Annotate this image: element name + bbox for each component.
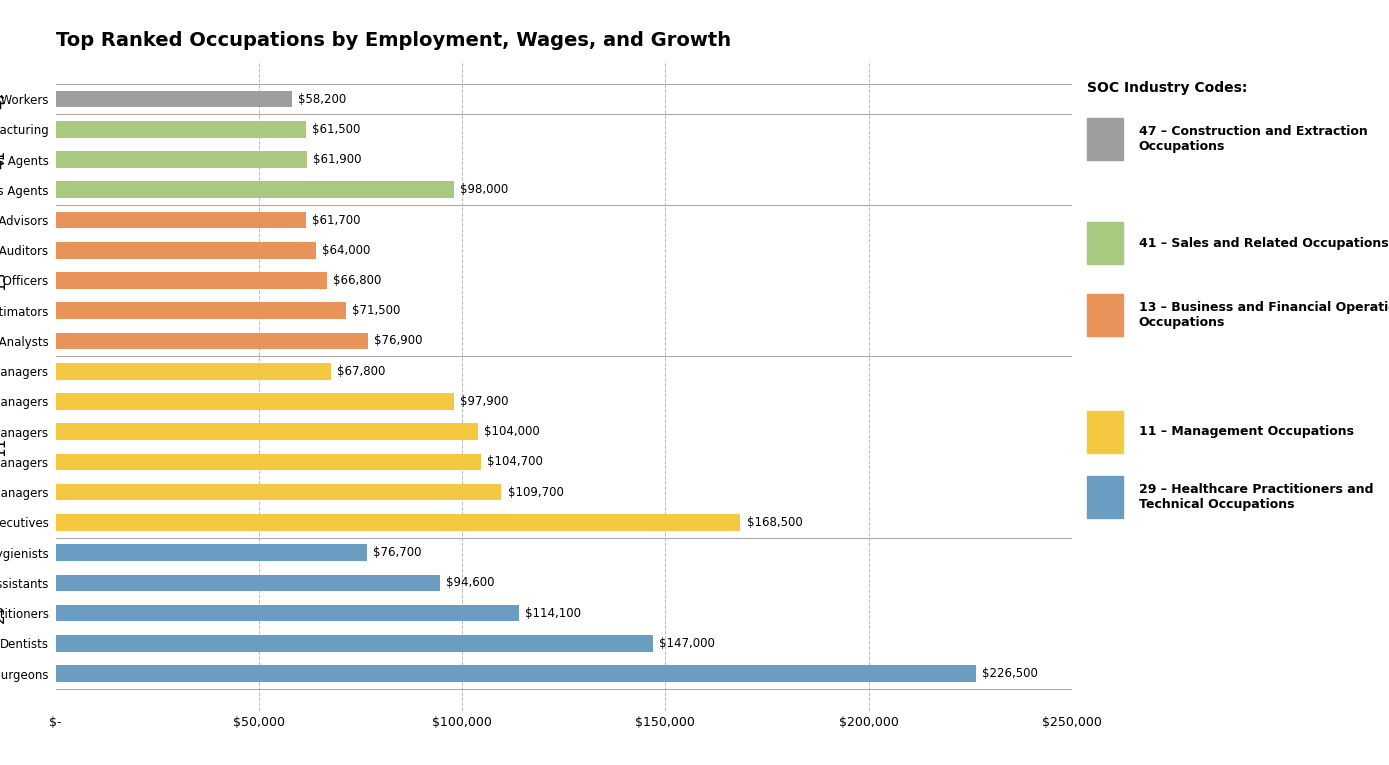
Text: 47 – Construction and Extraction
Occupations: 47 – Construction and Extraction Occupat… [1139,125,1367,153]
Bar [56,514,740,531]
Text: $61,500: $61,500 [311,123,360,136]
Text: $67,800: $67,800 [338,365,386,378]
FancyBboxPatch shape [1088,294,1124,336]
Bar [56,363,331,379]
Bar [56,454,481,470]
Text: Top Ranked Occupations by Employment, Wages, and Growth: Top Ranked Occupations by Employment, Wa… [56,31,731,50]
Bar [56,151,307,168]
Bar [56,605,519,621]
Text: $98,000: $98,000 [460,184,508,197]
Bar [56,423,478,440]
FancyBboxPatch shape [1088,118,1124,161]
Text: $94,600: $94,600 [446,576,494,589]
Text: 47: 47 [0,90,7,109]
Bar [56,242,315,259]
Bar [56,302,346,319]
Text: $61,700: $61,700 [313,213,361,226]
Text: $147,000: $147,000 [660,636,715,649]
Text: 13 – Business and Financial Operations
Occupations: 13 – Business and Financial Operations O… [1139,301,1389,329]
Text: $104,700: $104,700 [488,455,543,468]
Text: $61,900: $61,900 [314,153,361,166]
Text: 29 – Healthcare Practitioners and
Technical Occupations: 29 – Healthcare Practitioners and Techni… [1139,483,1372,511]
Text: $97,900: $97,900 [460,395,508,408]
Bar [56,635,653,652]
Text: $76,900: $76,900 [374,334,422,347]
Text: $66,800: $66,800 [333,274,382,287]
Text: 13: 13 [0,271,7,290]
Text: $226,500: $226,500 [982,667,1038,680]
Bar [56,212,307,228]
Text: 11: 11 [0,437,7,457]
Text: $71,500: $71,500 [353,304,400,317]
FancyBboxPatch shape [1088,222,1124,265]
FancyBboxPatch shape [1088,411,1124,453]
Bar [56,272,326,289]
Text: $114,100: $114,100 [525,607,582,620]
Bar [56,181,454,198]
Text: 41: 41 [0,150,7,169]
Bar [56,545,367,561]
FancyBboxPatch shape [1088,476,1124,518]
Text: $109,700: $109,700 [507,486,564,499]
Bar [56,121,306,138]
Bar [56,483,501,500]
Text: 11 – Management Occupations: 11 – Management Occupations [1139,425,1353,438]
Text: 41 – Sales and Related Occupations: 41 – Sales and Related Occupations [1139,237,1388,249]
Bar [56,575,440,591]
Bar [56,393,453,410]
Text: 29: 29 [0,604,7,623]
Bar [56,91,292,107]
Bar [56,666,976,682]
Text: $168,500: $168,500 [746,516,803,529]
Bar [56,333,368,350]
Text: $64,000: $64,000 [322,244,371,257]
Text: SOC Industry Codes:: SOC Industry Codes: [1088,81,1247,95]
Text: $58,200: $58,200 [299,93,346,106]
Text: $76,700: $76,700 [374,546,422,559]
Text: $104,000: $104,000 [485,425,540,438]
